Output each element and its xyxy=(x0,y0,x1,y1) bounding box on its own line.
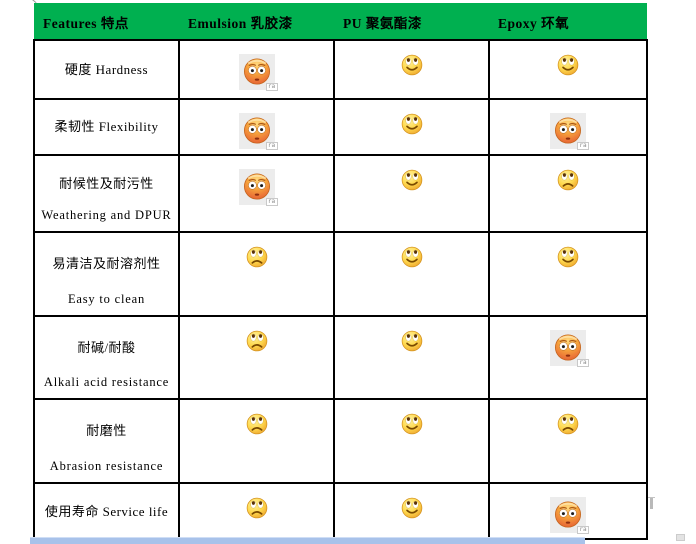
image-caption-artifact: ra xyxy=(265,83,278,91)
horizontal-scrollbar[interactable] xyxy=(30,537,585,544)
feature-label-secondary: Alkali acid resistance xyxy=(43,375,170,389)
image-caption-artifact: ra xyxy=(265,198,278,206)
feature-cell: 使用寿命 Service life xyxy=(33,482,180,540)
flushed-face-icon: ra xyxy=(550,330,589,367)
paint-comparison-table: Features 特点 Emulsion 乳胶漆 PU 聚氨酯漆 Epoxy 环… xyxy=(33,3,648,540)
rating-cell-pu xyxy=(333,315,490,400)
rating-cell-emulsion xyxy=(178,398,335,484)
table-body: 硬度 Hardness ra xyxy=(33,39,648,540)
text-cursor-artifact xyxy=(648,497,655,509)
rating-cell-epoxy: ra xyxy=(488,315,648,400)
column-header-emulsion: Emulsion 乳胶漆 xyxy=(179,3,334,41)
feature-cell: 耐候性及耐污性 Weathering and DPUR xyxy=(33,154,180,233)
feature-label-primary: 使用寿命 Service life xyxy=(44,503,169,519)
feature-label-primary: 耐碱/耐酸 xyxy=(77,339,136,355)
table-row: 使用寿命 Service life xyxy=(33,482,648,540)
rating-cell-emulsion xyxy=(178,482,335,540)
frowning-face-icon xyxy=(557,169,579,191)
feature-label-secondary: Abrasion resistance xyxy=(49,459,164,473)
feature-label-primary: 易清洁及耐溶剂性 xyxy=(52,256,161,271)
rating-cell-pu xyxy=(333,231,490,317)
image-caption-artifact: ra xyxy=(577,359,589,367)
rating-cell-pu xyxy=(333,398,490,484)
frowning-face-icon xyxy=(557,413,579,435)
table-row: 柔韧性 Flexibility ra xyxy=(33,98,648,156)
rating-cell-pu xyxy=(333,482,490,540)
smiling-face-icon xyxy=(401,169,423,191)
smiling-face-icon xyxy=(557,54,579,76)
image-caption-artifact: ra xyxy=(577,526,589,534)
smiling-face-icon xyxy=(557,246,579,268)
smiling-face-icon xyxy=(401,113,423,135)
table-row: 耐碱/耐酸 Alkali acid resistance xyxy=(33,315,648,400)
frowning-face-icon xyxy=(246,330,268,352)
frowning-face-icon xyxy=(246,413,268,435)
smiling-face-icon xyxy=(401,330,423,352)
flushed-face-icon: ra xyxy=(238,54,278,91)
table-row: 硬度 Hardness ra xyxy=(33,39,648,100)
smiling-face-icon xyxy=(401,497,423,519)
rating-cell-epoxy: ra xyxy=(488,98,648,156)
rating-cell-emulsion: ra xyxy=(178,98,335,156)
feature-cell: 耐磨性 Abrasion resistance xyxy=(33,398,180,484)
rating-cell-epoxy xyxy=(488,39,648,100)
feature-label-primary: 柔韧性 Flexibility xyxy=(54,118,159,134)
table-row: 耐磨性 Abrasion resistance xyxy=(33,398,648,484)
feature-label-secondary: Weathering and DPUR xyxy=(41,208,172,222)
table-row: 易清洁及耐溶剂性 Easy to clean xyxy=(33,231,648,317)
column-header-pu: PU 聚氨酯漆 xyxy=(334,3,489,41)
rating-cell-epoxy xyxy=(488,154,648,233)
feature-cell: 耐碱/耐酸 Alkali acid resistance xyxy=(33,315,180,400)
feature-label-primary: 耐候性及耐污性 xyxy=(59,175,154,191)
feature-cell: 硬度 Hardness xyxy=(33,39,180,100)
table-row: 耐候性及耐污性 Weathering and DPUR ra xyxy=(33,154,648,233)
flushed-face-icon: ra xyxy=(550,113,589,150)
smiling-face-icon xyxy=(401,54,423,76)
header-row: Features 特点 Emulsion 乳胶漆 PU 聚氨酯漆 Epoxy 环… xyxy=(34,3,647,41)
feature-label-primary: 耐磨性 xyxy=(86,423,127,438)
rating-cell-epoxy xyxy=(488,398,648,484)
feature-label-secondary: Easy to clean xyxy=(67,292,146,306)
image-caption-artifact: ra xyxy=(265,142,278,150)
frowning-face-icon xyxy=(246,246,268,268)
flushed-face-icon: ra xyxy=(238,169,278,206)
feature-label-primary: 硬度 Hardness xyxy=(64,62,149,77)
rating-cell-pu xyxy=(333,154,490,233)
rating-cell-epoxy: ra xyxy=(488,482,648,540)
flushed-face-icon: ra xyxy=(550,497,589,534)
rating-cell-pu xyxy=(333,98,490,156)
column-header-features: Features 特点 xyxy=(34,3,179,41)
rating-cell-emulsion xyxy=(178,231,335,317)
flushed-face-icon: ra xyxy=(238,113,278,150)
feature-cell: 柔韧性 Flexibility xyxy=(33,98,180,156)
rating-cell-emulsion xyxy=(178,315,335,400)
image-caption-artifact: ra xyxy=(577,142,589,150)
column-header-epoxy: Epoxy 环氧 xyxy=(489,3,647,41)
feature-cell: 易清洁及耐溶剂性 Easy to clean xyxy=(33,231,180,317)
screen-artifact-corner xyxy=(676,534,685,541)
rating-cell-emulsion: ra xyxy=(178,154,335,233)
rating-cell-pu xyxy=(333,39,490,100)
smiling-face-icon xyxy=(401,246,423,268)
rating-cell-emulsion: ra xyxy=(178,39,335,100)
smiling-face-icon xyxy=(401,413,423,435)
rating-cell-epoxy xyxy=(488,231,648,317)
frowning-face-icon xyxy=(246,497,268,519)
